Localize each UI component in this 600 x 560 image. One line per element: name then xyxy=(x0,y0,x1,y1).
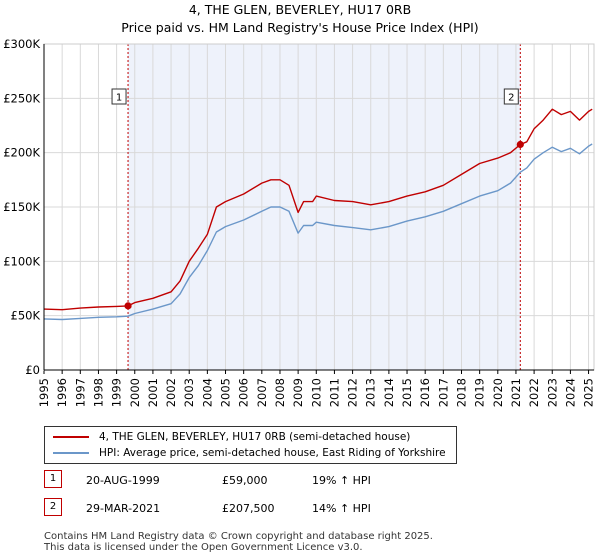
x-tick-label: 1997 xyxy=(73,378,87,407)
y-tick-label: £300K xyxy=(3,37,40,51)
y-tick-label: £250K xyxy=(3,91,40,105)
legend-swatch-hpi xyxy=(53,452,89,454)
legend-label-price: 4, THE GLEN, BEVERLEY, HU17 0RB (semi-de… xyxy=(99,431,411,443)
x-tick-label: 2022 xyxy=(527,378,541,407)
hpi-line xyxy=(43,143,593,321)
x-tick-label: 2015 xyxy=(400,378,414,407)
chart-legend: 4, THE GLEN, BEVERLEY, HU17 0RB (semi-de… xyxy=(44,426,457,464)
x-tick-label: 2011 xyxy=(327,378,341,407)
x-tick-label: 2001 xyxy=(146,378,160,407)
x-tick-label: 1999 xyxy=(110,378,124,407)
x-tick-label: 2008 xyxy=(273,378,287,407)
x-tick-label: 2019 xyxy=(473,378,487,407)
x-tick-label: 2007 xyxy=(255,378,269,407)
x-tick-label: 1998 xyxy=(91,378,105,407)
x-tick-label: 2014 xyxy=(382,378,396,407)
x-tick-label: 2002 xyxy=(164,378,178,407)
sale-marker-box xyxy=(503,88,519,105)
sale-badge: 1 xyxy=(44,470,62,488)
x-tick-label: 2018 xyxy=(454,378,468,407)
x-tick-label: 2025 xyxy=(582,378,596,407)
x-tick-label: 2013 xyxy=(364,378,378,407)
footer-line: This data is licensed under the Open Gov… xyxy=(44,542,363,553)
sale-point xyxy=(516,140,524,149)
y-tick-label: £100K xyxy=(3,254,40,268)
sale-price: £59,000 xyxy=(222,474,268,487)
chart-title: 4, THE GLEN, BEVERLEY, HU17 0RB xyxy=(188,2,412,17)
x-tick-label: 2020 xyxy=(491,378,505,407)
sale-marker-label: 2 xyxy=(508,93,514,104)
x-tick-label: 1995 xyxy=(37,378,51,407)
y-tick-label: £200K xyxy=(3,146,40,160)
x-tick-label: 2016 xyxy=(418,378,432,407)
price-paid-line xyxy=(43,108,593,311)
x-tick-label: 2021 xyxy=(509,378,523,407)
x-tick-label: 2009 xyxy=(291,378,305,407)
sale-marker-box xyxy=(111,88,127,105)
price-chart: 1 2 £0 £50K £100K £150K £200K £250K £300K 1995 19… xyxy=(3,37,596,407)
x-tick-label: 2003 xyxy=(182,378,196,407)
x-tick-label: 2000 xyxy=(128,378,142,407)
x-tick-label: 2017 xyxy=(436,378,450,407)
x-tick-label: 2023 xyxy=(545,378,559,407)
x-tick-label: 2005 xyxy=(219,378,233,407)
x-tick-label: 2024 xyxy=(563,378,577,407)
y-tick-label: £50K xyxy=(11,309,41,323)
legend-swatch-price xyxy=(53,436,89,438)
sale-marker-label: 1 xyxy=(116,93,122,104)
x-tick-label: 2006 xyxy=(237,378,251,407)
footer-line: Contains HM Land Registry data © Crown c… xyxy=(44,531,433,542)
x-tick-label: 2004 xyxy=(200,378,214,407)
legend-item-price: 4, THE GLEN, BEVERLEY, HU17 0RB (semi-de… xyxy=(53,430,410,444)
x-tick-label: 2012 xyxy=(346,378,360,407)
sale-point xyxy=(124,302,132,310)
sale-badge: 2 xyxy=(44,498,62,516)
y-tick-label: £150K xyxy=(3,200,40,214)
x-tick-label: 1996 xyxy=(55,378,69,407)
legend-label-hpi: HPI: Average price, semi-detached house,… xyxy=(99,447,446,459)
legend-item-hpi: HPI: Average price, semi-detached house,… xyxy=(53,446,446,460)
sale-hpi: 14% ↑ HPI xyxy=(312,502,371,515)
chart-subtitle: Price paid vs. HM Land Registry's House … xyxy=(121,20,479,35)
sale-hpi: 19% ↑ HPI xyxy=(312,474,371,487)
y-tick-label: £0 xyxy=(25,363,40,377)
x-tick-label: 2010 xyxy=(309,378,323,407)
sale-date: 20-AUG-1999 xyxy=(86,474,160,487)
sale-price: £207,500 xyxy=(222,502,275,515)
footer-attribution: Contains HM Land Registry data © Crown c… xyxy=(44,531,433,553)
sale-date: 29-MAR-2021 xyxy=(86,502,161,515)
